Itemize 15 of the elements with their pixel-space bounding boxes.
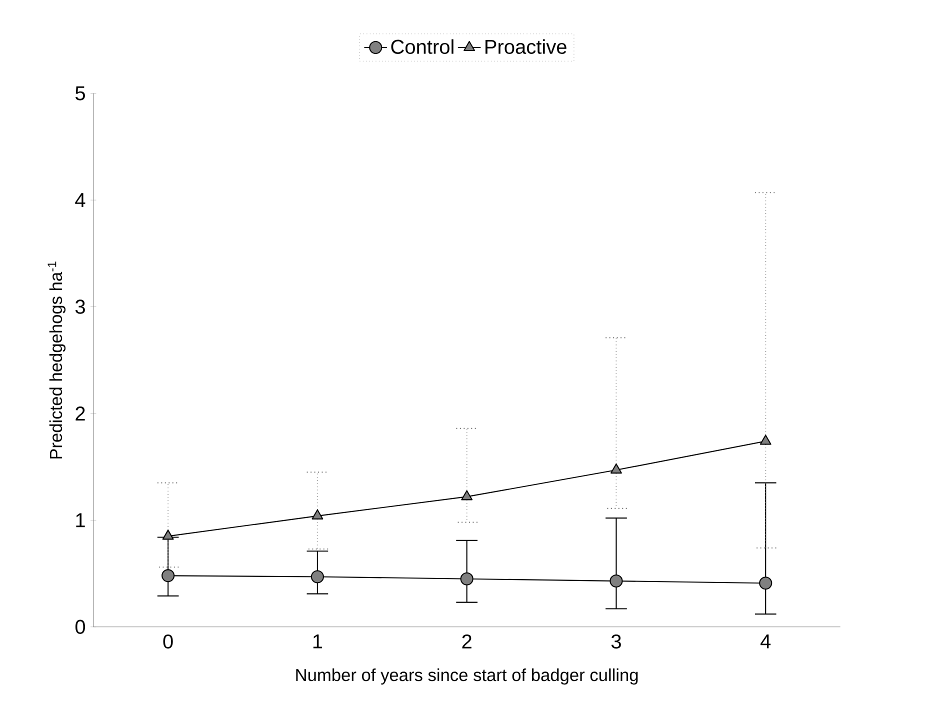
y-tick-label: 4 <box>75 193 86 207</box>
x-axis-title: Number of years since start of badger culling <box>296 668 638 685</box>
y-axis-title: Predicted hedgehogs ha$^{-1}$ <box>48 262 66 458</box>
x-tick-label: 2 <box>462 634 472 648</box>
y-tick-label: 5 <box>75 86 85 100</box>
x-tick-label: 4 <box>760 634 771 648</box>
legend-label: Proactive <box>486 39 566 54</box>
y-tick-label: 3 <box>75 300 85 314</box>
x-tick-label: 1 <box>313 634 322 648</box>
y-tick-label: 2 <box>76 406 85 420</box>
y-tick-label: 1 <box>76 513 85 528</box>
x-tick-label: 0 <box>163 634 173 649</box>
y-tick-label: 0 <box>75 620 86 634</box>
x-tick-label: 3 <box>611 634 621 649</box>
legend-label: Control <box>391 39 454 54</box>
